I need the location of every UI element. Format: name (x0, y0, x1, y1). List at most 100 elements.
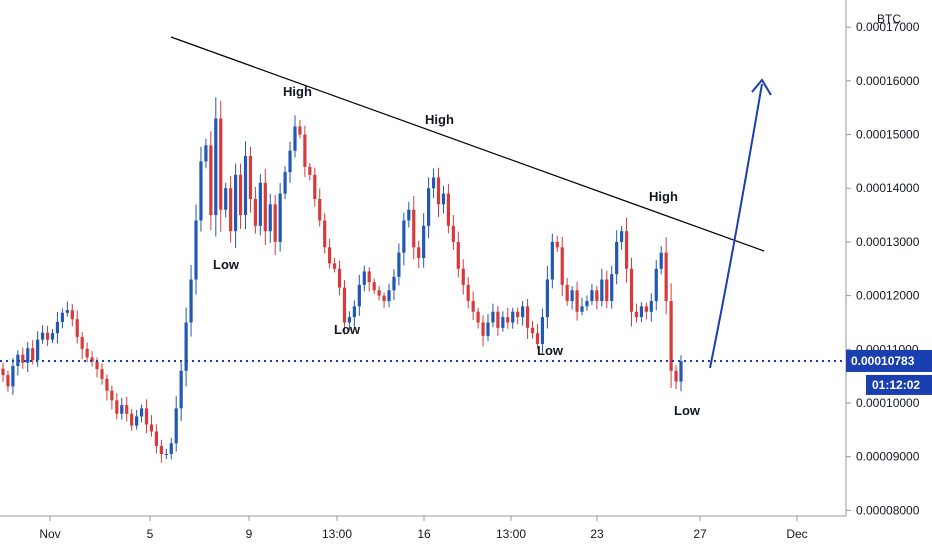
candle-body (120, 405, 124, 414)
candle-body (342, 287, 347, 323)
candle-body (451, 225, 455, 242)
price-tick-label: 0.00013000 (856, 235, 920, 249)
currency-label: BTC (877, 12, 901, 26)
candle-body (506, 317, 510, 323)
annotation-high: High (283, 84, 312, 99)
candle-body (283, 172, 287, 194)
candle-body (501, 317, 505, 328)
candle-body (481, 322, 485, 336)
annotation-high: High (425, 112, 454, 127)
candle-body (149, 424, 154, 432)
candle-body (184, 322, 188, 371)
candle-body (159, 445, 163, 455)
candle-body (669, 300, 673, 371)
annotation-low: Low (537, 343, 564, 358)
candle-body (95, 361, 99, 370)
candle-body (323, 220, 327, 248)
candle-body (70, 310, 74, 320)
candle-body (372, 282, 376, 291)
trendline[interactable] (170, 36, 765, 252)
current-price-badge (846, 349, 932, 372)
candle-body (36, 339, 40, 361)
time-tick-label: 16 (417, 527, 431, 541)
candle-body (654, 268, 658, 301)
candle-body (639, 306, 644, 318)
countdown-timer: 01:12:02 (872, 378, 920, 392)
candle-body (194, 220, 198, 280)
candle-body (130, 413, 134, 426)
annotation-low: Low (674, 403, 701, 418)
countdown-badge (866, 374, 932, 395)
candle-body (431, 177, 436, 189)
price-tick-label: 0.00008000 (856, 503, 920, 517)
candle-body (154, 431, 159, 446)
annotation-low: Low (213, 257, 240, 272)
candle-body (105, 378, 109, 391)
candle-body (456, 241, 460, 269)
candle-body (377, 290, 381, 296)
candle-body (144, 408, 149, 425)
candle-body (620, 231, 624, 242)
candlestick-series (1, 97, 683, 463)
candle-body (125, 405, 129, 414)
candle-body (219, 118, 223, 210)
candle-body (204, 145, 208, 162)
candle-body (392, 276, 396, 291)
candle-body (258, 182, 262, 226)
candle-body (649, 300, 653, 312)
annotation-low: Low (334, 322, 361, 337)
candle-body (273, 204, 277, 242)
candle-body (248, 156, 253, 199)
candle-body (634, 311, 639, 318)
arrow-head-icon (751, 78, 772, 96)
candle-body (308, 166, 312, 175)
candle-body (347, 317, 352, 323)
candle-body (585, 300, 589, 307)
candle-body (422, 225, 426, 259)
candle-body (402, 220, 406, 253)
candle-body (521, 306, 525, 318)
candle-body (80, 336, 84, 349)
candle-body (278, 193, 282, 242)
candle-body (382, 295, 386, 301)
candle-body (65, 310, 69, 313)
candle-body (362, 271, 366, 285)
candle-body (357, 284, 361, 307)
price-axis[interactable] (846, 0, 932, 516)
candle-body (189, 279, 193, 323)
time-axis[interactable] (0, 516, 932, 550)
candle-body (328, 247, 332, 264)
projection-arrow[interactable] (709, 83, 763, 369)
price-tick-label: 0.00015000 (856, 128, 920, 142)
time-tick-label: 13:00 (322, 527, 352, 541)
price-tick-label: 0.00014000 (856, 181, 920, 195)
time-tick-label: Dec (786, 527, 807, 541)
candle-body (575, 290, 579, 312)
candle-body (417, 247, 421, 259)
candle-body (253, 198, 257, 226)
candle-body (303, 134, 307, 167)
price-tick-label: 0.00010000 (856, 396, 920, 410)
candle-body (243, 156, 248, 216)
candle-body (60, 312, 64, 322)
candle-body (298, 126, 302, 135)
candle-body (139, 408, 144, 417)
candle-body (486, 322, 490, 336)
candle-body (525, 306, 530, 328)
candle-body (11, 365, 15, 387)
price-tick-label: 0.00016000 (856, 74, 920, 88)
price-tick-label: 0.00017000 (856, 20, 920, 34)
candle-body (511, 311, 515, 323)
candle-body (85, 348, 89, 358)
candle-body (367, 271, 371, 283)
candle-body (624, 231, 629, 269)
candle-body (664, 252, 668, 301)
candle-body (605, 279, 609, 301)
candle-body (209, 145, 213, 216)
candle-body (293, 126, 297, 151)
candle-body (412, 209, 416, 248)
candle-body (40, 332, 45, 340)
